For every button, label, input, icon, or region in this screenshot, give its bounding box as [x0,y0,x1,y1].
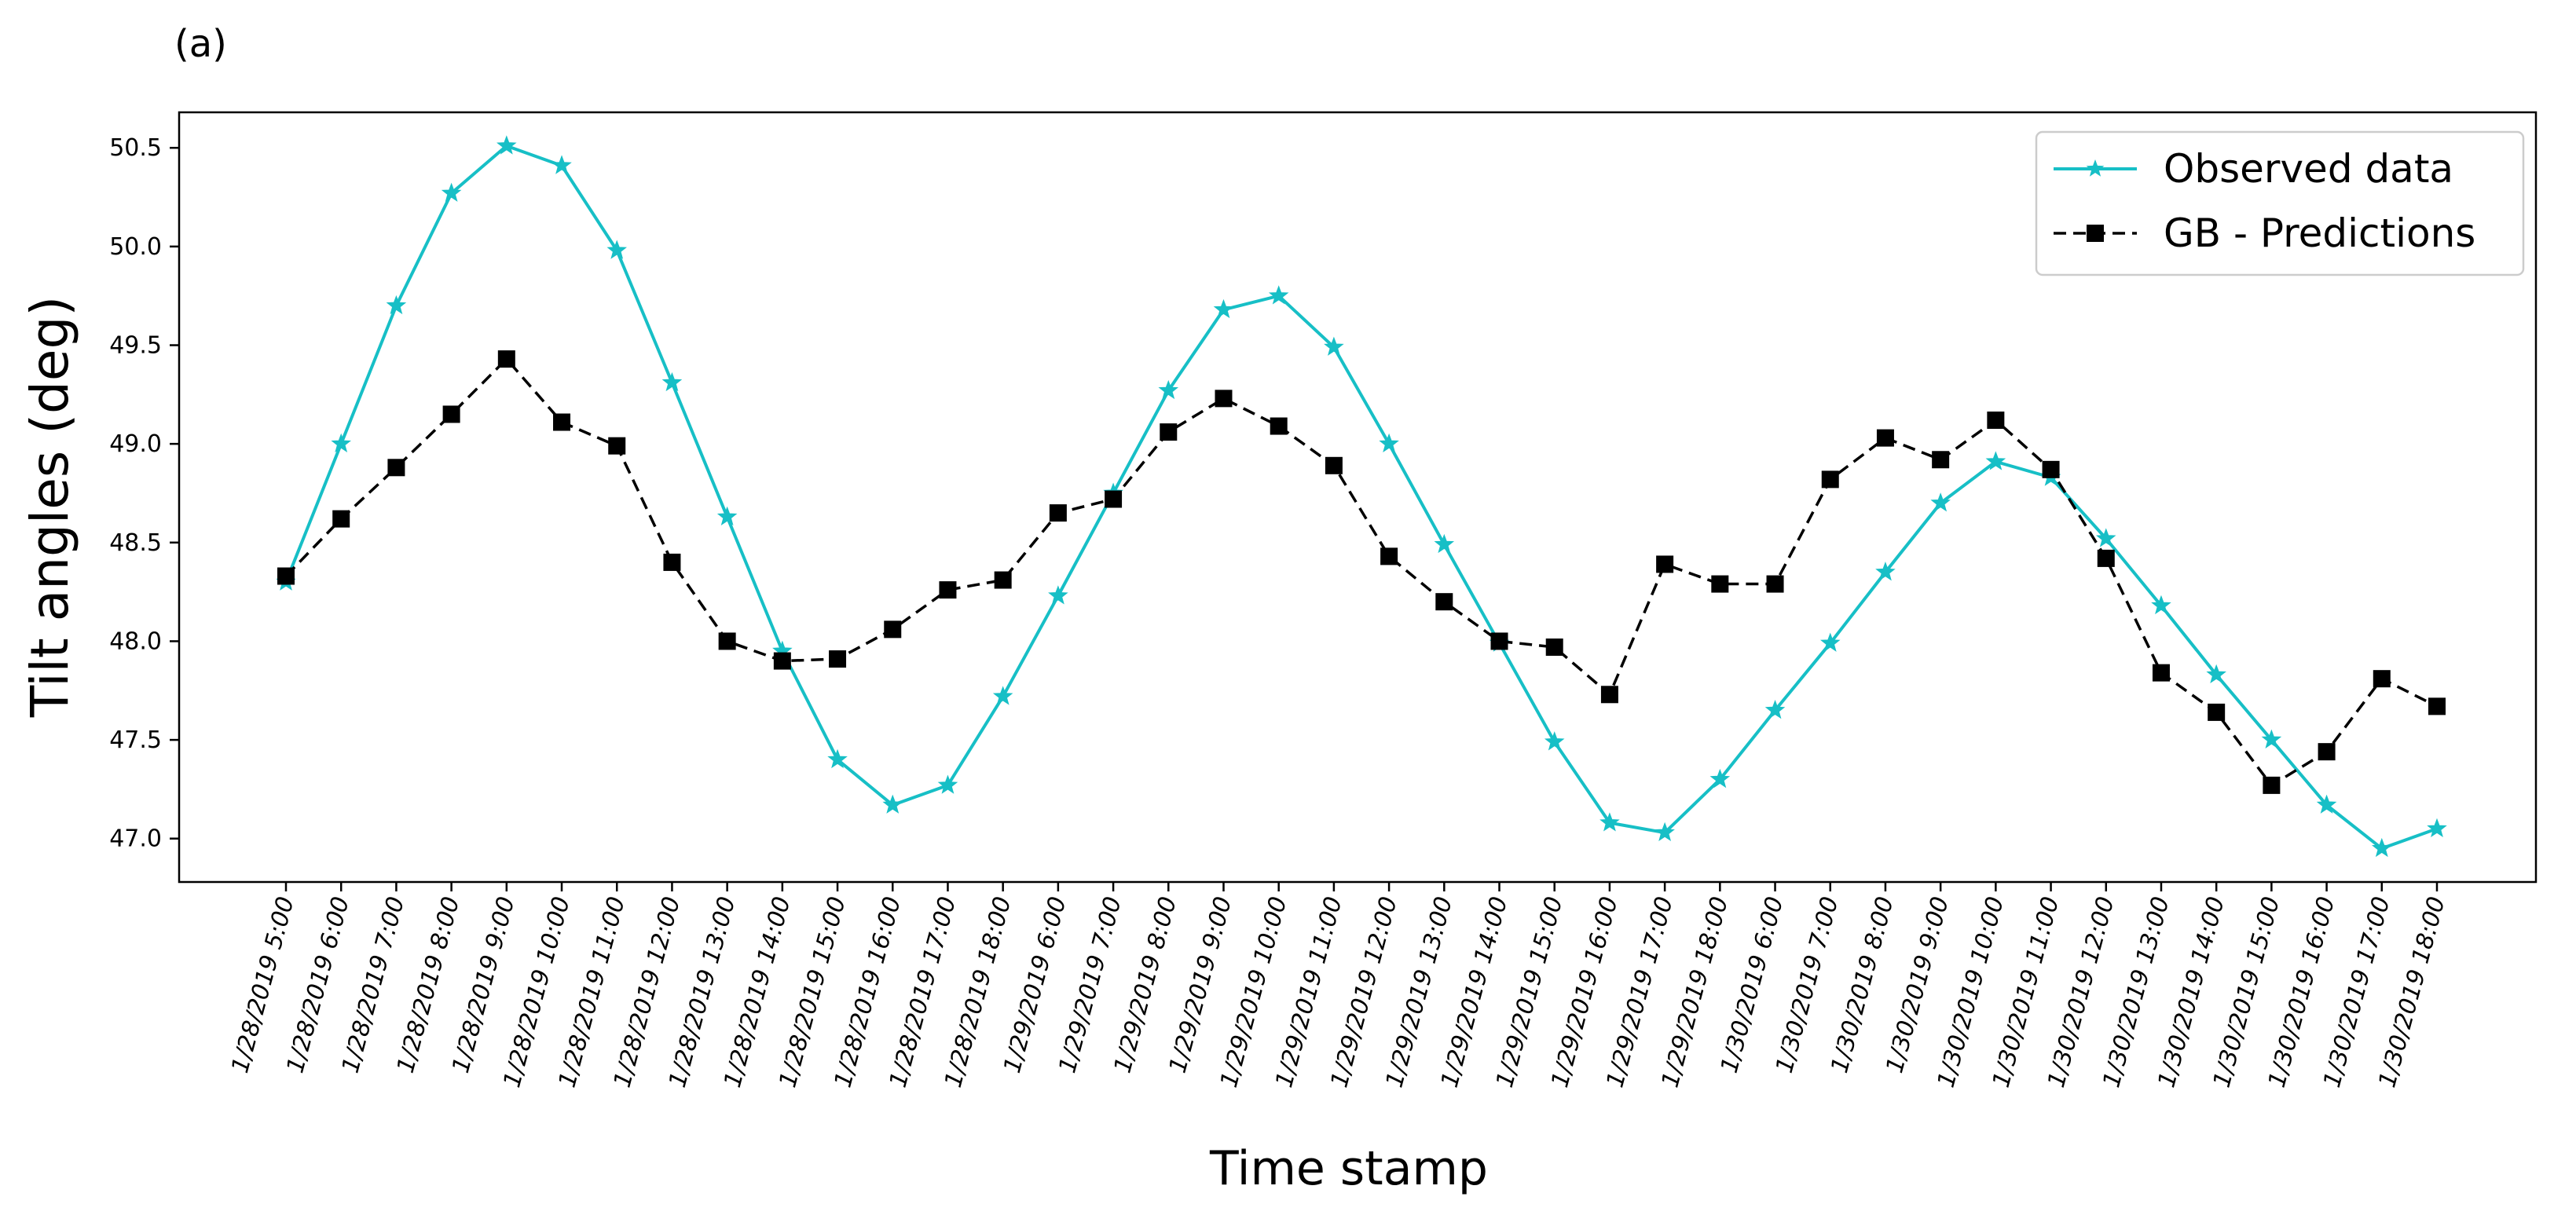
prediction-point [277,567,295,585]
observed-point [2206,664,2226,684]
legend-label: GB - Predictions [2164,210,2475,256]
prediction-point [884,620,902,639]
prediction-point [497,350,515,368]
observed-point [2372,837,2392,858]
prediction-point [1490,632,1508,650]
legend-box [2035,130,2525,276]
prediction-point [1600,686,1618,704]
prediction-point [1215,390,1233,408]
y-axis-title: Tilt angles (deg) [20,296,80,718]
prediction-point [2042,460,2060,478]
prediction-point [2152,664,2170,682]
prediction-point [2097,549,2115,567]
prediction-point [2318,743,2336,761]
observed-point [1213,298,1234,319]
observed-point [1324,336,1344,356]
observed-point [1268,285,1289,305]
prediction-point [1325,456,1343,474]
x-axis-title: Time stamp [1209,1141,1488,1196]
prediction-point [2428,697,2446,715]
y-tick-label: 47.5 [109,726,162,754]
legend-label: Observed data [2164,146,2453,192]
observed-point [1875,562,1896,581]
y-tick-label: 48.0 [109,628,162,655]
prediction-point [1380,547,1398,565]
prediction-point [718,632,736,650]
observed-point [1764,699,1786,719]
y-tick-label: 50.5 [109,134,162,162]
observed-point [386,295,407,315]
observed-point [331,433,351,453]
panel-label: (a) [174,22,227,66]
prediction-point [332,510,350,528]
observed-point [661,371,683,392]
observed-point [1379,433,1399,453]
observed-point [441,182,462,202]
plot-area [178,111,2538,884]
prediction-point [1932,451,1950,469]
prediction-point [1766,575,1784,593]
observed-point [882,794,903,814]
prediction-point [1105,490,1123,508]
prediction-point [994,571,1012,589]
prediction-point [1987,412,2005,429]
x-axis: 1/28/2019 5:001/28/2019 6:001/28/2019 7:… [226,882,2451,1090]
observed-point [1544,731,1565,751]
observed-point [2151,595,2171,615]
observed-point [2096,528,2116,547]
prediction-point [1876,429,1894,447]
observed-point [497,135,517,155]
legend: Observed data GB - Predictions [2035,130,2525,276]
y-tick-label: 49.5 [109,332,162,360]
prediction-point [442,405,460,423]
prediction-point [663,553,681,571]
observed-point [2316,794,2337,814]
prediction-point [773,652,791,670]
observed-point [1654,822,1675,842]
prediction-point [2208,703,2226,721]
observed-point [937,774,958,794]
observed-point [1709,768,1731,789]
prediction-point [2263,776,2281,794]
observed-point [1819,632,1841,652]
y-tick-label: 49.0 [109,430,162,458]
observed-point [992,686,1013,705]
series-line-observed [284,144,2438,851]
observed-point [1599,812,1620,832]
observed-point [1985,451,2006,470]
prediction-point [1656,555,1674,573]
series-line-predictions [284,357,2438,787]
prediction-point [553,413,571,431]
observed-point [1158,379,1179,400]
prediction-point [1435,593,1453,611]
prediction-point [608,437,626,455]
prediction-point [387,459,405,477]
y-axis: 47.0 47.5 48.0 48.5 49.0 49.5 50.0 50.5 [109,134,179,853]
prediction-point [1049,504,1067,522]
prediction-point [1270,417,1288,435]
prediction-point [829,650,847,668]
prediction-point [2373,670,2391,688]
y-tick-label: 48.5 [109,529,162,557]
observed-point [1930,492,1951,512]
observed-point [1434,533,1455,554]
observed-point [1048,585,1068,605]
y-tick-label: 50.0 [109,233,162,261]
prediction-point [1545,638,1563,656]
y-tick-label: 47.0 [109,825,162,853]
observed-point [606,240,627,259]
prediction-point [939,581,957,599]
prediction-point [1711,575,1729,593]
legend-square-marker [2087,225,2104,242]
prediction-point [1160,423,1178,441]
observed-point [827,748,848,769]
legend-star-marker [2086,159,2105,177]
prediction-point [1821,470,1839,489]
observed-point [551,155,572,174]
plot-frame [178,111,2538,884]
observed-point [2427,818,2447,838]
observed-point [716,506,738,525]
observed-point [2261,729,2282,748]
